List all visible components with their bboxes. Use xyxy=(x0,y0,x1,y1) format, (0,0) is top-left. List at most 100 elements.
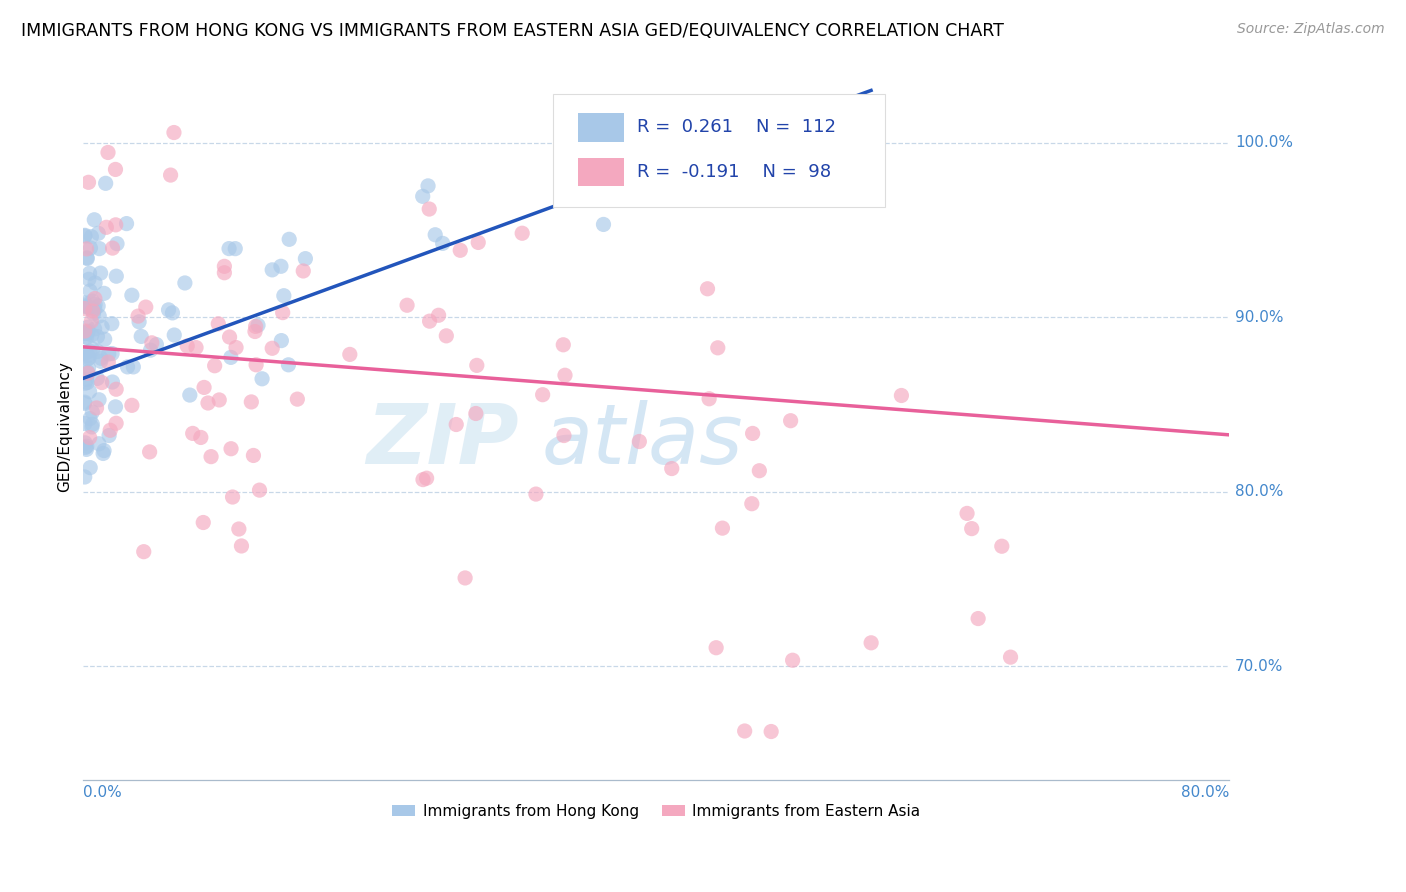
Point xyxy=(249,483,271,497)
Point xyxy=(73,417,96,431)
Point xyxy=(224,242,246,256)
Point xyxy=(273,289,295,303)
Point xyxy=(80,314,103,328)
FancyBboxPatch shape xyxy=(578,113,624,142)
Point xyxy=(697,392,720,406)
Point xyxy=(245,319,267,334)
Point xyxy=(218,330,240,344)
Point xyxy=(73,300,96,314)
Point xyxy=(219,351,242,365)
Point xyxy=(83,322,105,336)
Point xyxy=(79,460,101,475)
Legend: Immigrants from Hong Kong, Immigrants from Eastern Asia: Immigrants from Hong Kong, Immigrants fr… xyxy=(387,797,927,825)
Point xyxy=(193,516,215,530)
Point xyxy=(89,309,111,323)
Point xyxy=(628,434,651,449)
Point xyxy=(711,521,734,535)
Point xyxy=(734,724,756,739)
FancyBboxPatch shape xyxy=(553,95,886,207)
Point xyxy=(890,388,912,402)
Point xyxy=(444,417,467,432)
Point xyxy=(467,235,489,250)
Point xyxy=(90,376,112,390)
Text: 80.0%: 80.0% xyxy=(1234,484,1284,500)
Point xyxy=(339,347,361,361)
Point xyxy=(105,382,128,396)
Point xyxy=(90,266,112,280)
Point xyxy=(190,430,212,444)
Point xyxy=(79,411,101,425)
Point xyxy=(748,464,770,478)
Point xyxy=(860,636,883,650)
Point xyxy=(83,212,105,227)
Point xyxy=(91,446,114,460)
Point xyxy=(105,417,128,431)
Point xyxy=(243,325,266,339)
Text: 70.0%: 70.0% xyxy=(1234,658,1284,673)
Point xyxy=(98,428,121,442)
Point xyxy=(101,375,124,389)
Point xyxy=(510,226,533,240)
Point xyxy=(76,349,98,363)
Point xyxy=(554,368,576,383)
Point xyxy=(87,436,110,450)
Point xyxy=(73,228,96,243)
Text: Source: ZipAtlas.com: Source: ZipAtlas.com xyxy=(1237,22,1385,37)
Point xyxy=(77,351,100,365)
Point xyxy=(179,388,201,402)
Point xyxy=(73,346,96,360)
Point xyxy=(93,443,115,458)
Point xyxy=(79,384,101,399)
Point xyxy=(76,372,98,386)
Text: IMMIGRANTS FROM HONG KONG VS IMMIGRANTS FROM EASTERN ASIA GED/EQUIVALENCY CORREL: IMMIGRANTS FROM HONG KONG VS IMMIGRANTS … xyxy=(21,22,1004,40)
Point xyxy=(76,320,98,334)
Point xyxy=(77,272,100,286)
Point xyxy=(242,449,264,463)
Point xyxy=(86,371,108,385)
Point xyxy=(262,341,284,355)
Point xyxy=(79,431,101,445)
Point xyxy=(465,359,488,373)
Point xyxy=(101,241,124,255)
Point xyxy=(176,339,198,353)
Point xyxy=(214,266,236,280)
Point xyxy=(285,392,308,406)
Point xyxy=(82,342,104,356)
Point xyxy=(418,202,440,216)
Point xyxy=(105,236,128,251)
FancyBboxPatch shape xyxy=(578,158,624,186)
Point xyxy=(204,359,226,373)
Point xyxy=(87,299,110,313)
Point xyxy=(105,269,128,284)
Point xyxy=(173,276,195,290)
Point xyxy=(79,241,101,255)
Point xyxy=(193,380,215,394)
Point xyxy=(163,328,186,343)
Point xyxy=(82,417,104,432)
Point xyxy=(115,217,138,231)
Point xyxy=(163,126,186,140)
Point xyxy=(553,428,575,442)
Point xyxy=(73,326,96,340)
Point xyxy=(76,330,98,344)
Point xyxy=(779,414,801,428)
Point xyxy=(89,242,111,256)
Y-axis label: GED/Equivalency: GED/Equivalency xyxy=(58,361,72,491)
Point xyxy=(139,343,162,358)
Point xyxy=(73,470,96,484)
Point xyxy=(87,392,110,407)
Point xyxy=(73,324,96,338)
Point xyxy=(128,315,150,329)
Point xyxy=(83,301,105,316)
Point xyxy=(412,473,434,487)
Point xyxy=(245,358,267,372)
Text: 100.0%: 100.0% xyxy=(1234,136,1294,150)
Point xyxy=(991,539,1014,553)
Point xyxy=(86,329,108,343)
Point xyxy=(82,304,104,318)
Point xyxy=(97,145,120,160)
Point xyxy=(412,189,434,203)
Point xyxy=(94,177,117,191)
Text: atlas: atlas xyxy=(541,400,744,481)
Point xyxy=(157,302,180,317)
